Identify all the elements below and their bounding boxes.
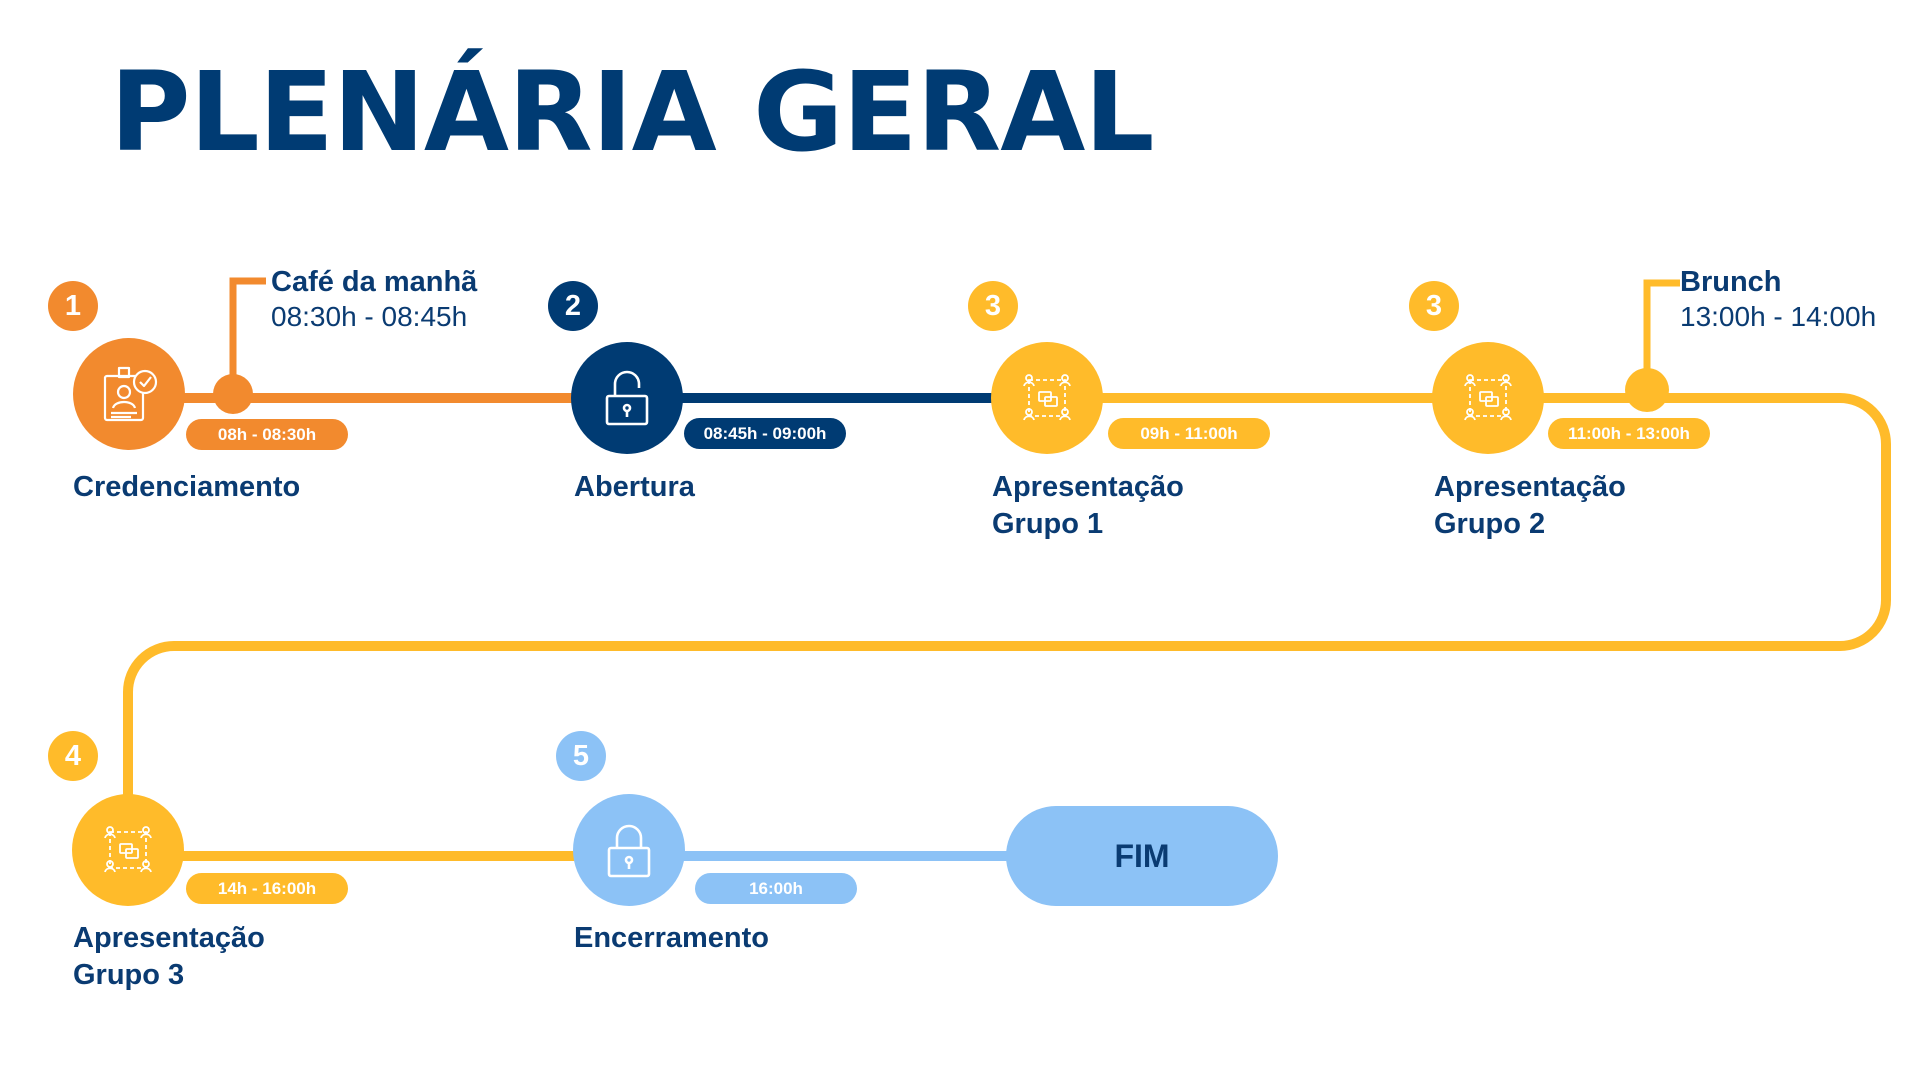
- time-pill-credenciamento: 08h - 08:30h: [186, 419, 348, 450]
- break-branch-brunch: [1643, 279, 1680, 390]
- break-time-cafe: 08:30h - 08:45h: [271, 301, 468, 332]
- step-label-credenciamento: Credenciamento: [73, 471, 301, 503]
- step-label-grupo-1-line2: Grupo 1: [992, 508, 1104, 540]
- id-card-icon: [103, 366, 158, 422]
- time-pill-grupo-1: 09h - 11:00h: [1108, 418, 1270, 449]
- time-pill-grupo-3: 14h - 16:00h: [186, 873, 348, 904]
- step-label-abertura: Abertura: [574, 471, 695, 503]
- step-circle-credenciamento: [73, 338, 185, 450]
- step-number-badge: 3: [968, 281, 1018, 331]
- group-discussion-icon: [1023, 374, 1071, 421]
- page-title: PLENÁRIA GERAL: [110, 48, 1154, 176]
- step-number-badge: 1: [48, 281, 98, 331]
- step-label-grupo-2-line1: Apresentação: [1434, 471, 1626, 503]
- break-time-brunch: 13:00h - 14:00h: [1680, 301, 1877, 332]
- locked-padlock-icon: [607, 824, 651, 878]
- break-title-brunch: Brunch: [1680, 266, 1782, 298]
- step-label-grupo-2-line2: Grupo 2: [1434, 508, 1546, 540]
- step-label-grupo-3-line2: Grupo 3: [73, 959, 185, 991]
- break-dot-brunch: [1625, 368, 1669, 412]
- step-circle-grupo-3: [72, 794, 184, 906]
- step-circle-encerramento: [573, 794, 685, 906]
- connector-yellow-snake: [123, 393, 1891, 861]
- break-dot-cafe: [213, 374, 253, 414]
- time-pill-abertura: 08:45h - 09:00h: [684, 418, 846, 449]
- time-pill-encerramento: 16:00h: [695, 873, 857, 904]
- step-number-badge: 3: [1409, 281, 1459, 331]
- break-branch-cafe: [229, 277, 266, 398]
- step-circle-grupo-1: [991, 342, 1103, 454]
- step-number-badge: 2: [548, 281, 598, 331]
- group-discussion-icon: [1464, 374, 1512, 421]
- step-number-badge: 4: [48, 731, 98, 781]
- time-pill-grupo-2: 11:00h - 13:00h: [1548, 418, 1710, 449]
- unlocked-padlock-icon: [605, 370, 649, 426]
- break-title-cafe: Café da manhã: [271, 266, 478, 298]
- group-discussion-icon: [104, 826, 152, 873]
- step-circle-grupo-2: [1432, 342, 1544, 454]
- step-label-encerramento: Encerramento: [574, 922, 770, 954]
- step-circle-abertura: [571, 342, 683, 454]
- step-number-badge: 5: [556, 731, 606, 781]
- step-label-grupo-1-line1: Apresentação: [992, 471, 1184, 503]
- step-label-grupo-3-line1: Apresentação: [73, 922, 265, 954]
- end-pill: FIM: [1006, 806, 1278, 906]
